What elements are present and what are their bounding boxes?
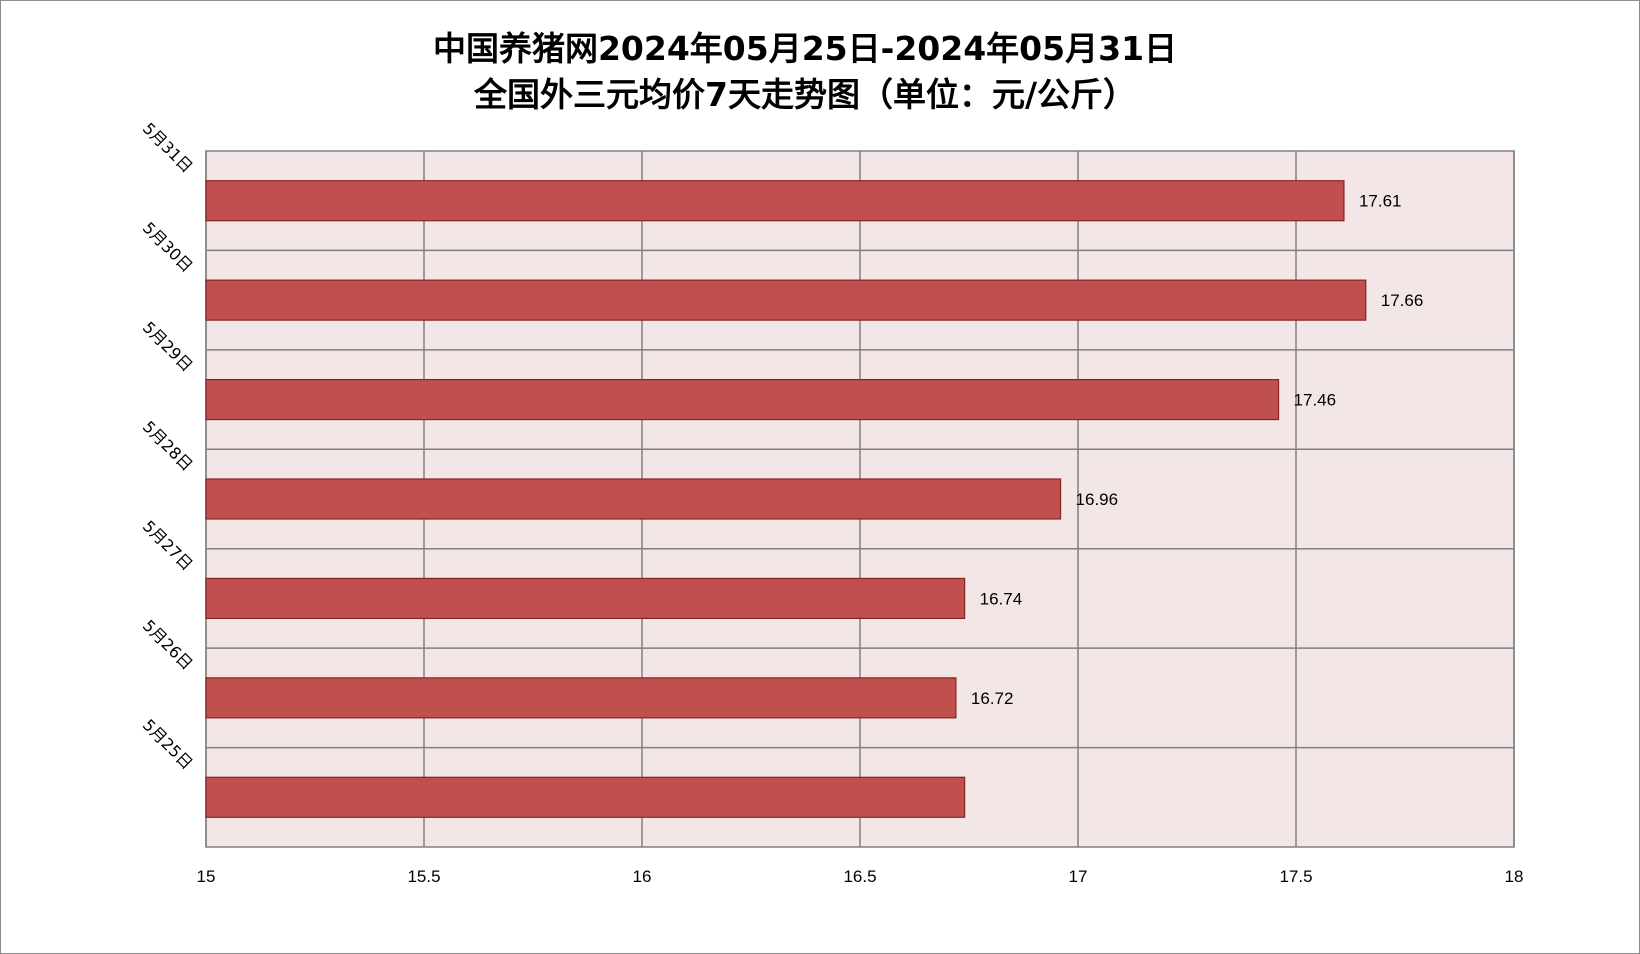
x-tick-label: 15	[197, 867, 216, 886]
x-tick-label: 17	[1069, 867, 1088, 886]
bar	[205, 677, 957, 719]
chart-title: 中国养猪网2024年05月25日-2024年05月31日 全国外三元均价7天走势…	[0, 26, 1610, 118]
category-label: 5月26日	[139, 616, 197, 674]
data-label: 16.72	[971, 689, 1014, 708]
bar	[205, 378, 1280, 421]
category-label: 5月29日	[139, 318, 197, 376]
x-axis-ticks: 15 15.5 16 16.5 17 17.5 18	[197, 867, 1524, 886]
bar	[205, 279, 1367, 321]
category-labels: 5月31日 5月30日 5月29日 5月28日 5月27日 5月26日 5月25日	[139, 119, 197, 773]
data-label: 16.96	[1076, 490, 1119, 509]
x-tick-label: 16.5	[843, 867, 876, 886]
data-label: 17.61	[1359, 192, 1402, 211]
category-label: 5月25日	[139, 715, 197, 773]
bar	[205, 776, 966, 818]
category-label: 5月28日	[139, 417, 197, 475]
bar	[205, 180, 1345, 222]
data-labels: 17.61 17.66 17.46 16.96 16.74 16.72	[971, 192, 1423, 708]
bar	[205, 478, 1062, 520]
grid-lines	[205, 151, 1515, 847]
data-label: 17.46	[1294, 391, 1337, 410]
bar	[205, 577, 966, 620]
x-tick-label: 18	[1505, 867, 1524, 886]
x-tick-label: 17.5	[1279, 867, 1312, 886]
x-tick-label: 15.5	[407, 867, 440, 886]
chart-title-line-1: 中国养猪网2024年05月25日-2024年05月31日	[432, 29, 1178, 68]
chart-title-line-2: 全国外三元均价7天走势图（单位：元/公斤）	[473, 75, 1136, 114]
category-label: 5月30日	[139, 218, 197, 276]
category-label: 5月31日	[139, 119, 197, 177]
data-label: 17.66	[1381, 291, 1424, 310]
x-tick-label: 16	[633, 867, 652, 886]
data-label: 16.74	[980, 589, 1023, 608]
category-label: 5月27日	[139, 517, 197, 575]
bars	[205, 180, 1367, 818]
